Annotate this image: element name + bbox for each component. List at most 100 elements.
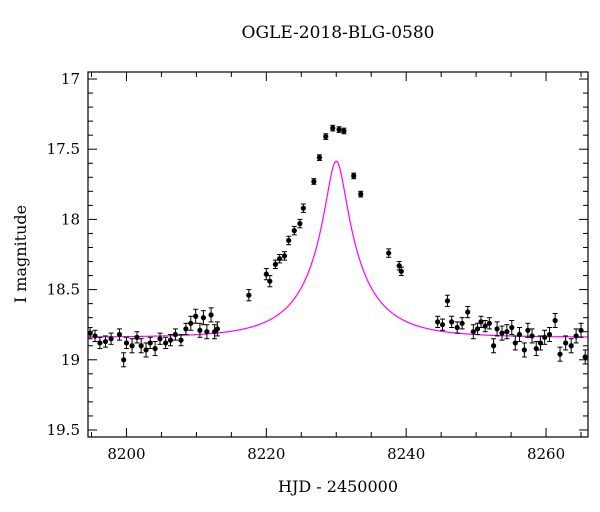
data-point bbox=[300, 205, 306, 211]
data-point bbox=[486, 320, 492, 326]
data-point bbox=[398, 268, 404, 274]
data-point bbox=[92, 333, 98, 339]
data-point bbox=[521, 347, 527, 353]
data-point bbox=[396, 263, 402, 269]
data-point bbox=[152, 345, 158, 352]
data-point bbox=[358, 191, 364, 197]
x-tick-label: 8220 bbox=[247, 445, 285, 463]
y-tick-label: 18 bbox=[61, 210, 80, 228]
data-point bbox=[138, 343, 144, 349]
data-point bbox=[121, 357, 127, 363]
y-tick-label: 17.5 bbox=[47, 140, 80, 158]
data-point bbox=[163, 340, 169, 346]
data-point bbox=[557, 351, 563, 357]
data-point bbox=[537, 340, 544, 346]
data-point bbox=[178, 337, 184, 343]
data-point bbox=[197, 327, 203, 333]
data-point bbox=[330, 125, 336, 131]
data-point bbox=[525, 327, 531, 333]
y-tick-label: 17 bbox=[61, 70, 80, 88]
data-point bbox=[214, 326, 220, 332]
data-point bbox=[490, 343, 497, 349]
data-point bbox=[482, 323, 488, 329]
data-point bbox=[582, 354, 588, 360]
data-point bbox=[281, 253, 288, 259]
data-point bbox=[459, 320, 465, 326]
data-point bbox=[573, 333, 579, 339]
data-point bbox=[465, 309, 471, 315]
data-point bbox=[474, 326, 481, 332]
data-point bbox=[267, 278, 273, 284]
x-axis-label: HJD - 2450000 bbox=[278, 477, 398, 496]
data-point bbox=[102, 338, 109, 345]
x-tick-label: 8200 bbox=[107, 445, 145, 463]
axis-ticks bbox=[88, 72, 588, 437]
y-tick-label: 19.5 bbox=[47, 421, 80, 439]
data-point bbox=[316, 155, 323, 161]
data-point bbox=[193, 313, 199, 319]
data-point bbox=[386, 250, 392, 256]
data-point bbox=[533, 345, 539, 352]
data-point bbox=[183, 326, 189, 332]
chart-title: OGLE-2018-BLG-0580 bbox=[242, 23, 435, 43]
data-point bbox=[504, 329, 510, 335]
data-point bbox=[454, 324, 460, 331]
data-point bbox=[272, 261, 279, 267]
data-point bbox=[311, 178, 317, 185]
data-point bbox=[509, 324, 515, 331]
data-point bbox=[123, 340, 130, 346]
data-point bbox=[204, 329, 210, 335]
data-point bbox=[129, 343, 135, 349]
data-point bbox=[143, 347, 149, 353]
data-point bbox=[516, 331, 523, 338]
data-point bbox=[263, 271, 269, 277]
data-point bbox=[478, 319, 484, 325]
data-point bbox=[444, 298, 451, 304]
y-axis-label: I magnitude bbox=[11, 205, 30, 303]
data-point bbox=[246, 292, 252, 298]
data-point bbox=[200, 315, 206, 321]
data-point bbox=[494, 326, 500, 332]
data-point bbox=[108, 336, 114, 342]
data-point bbox=[542, 334, 548, 340]
data-point bbox=[297, 221, 303, 227]
data-point bbox=[512, 340, 518, 346]
data-point bbox=[97, 340, 103, 346]
data-point bbox=[529, 333, 535, 339]
data-point bbox=[147, 340, 153, 346]
x-tick-label: 8240 bbox=[387, 445, 425, 463]
data-point bbox=[568, 343, 574, 349]
data-point bbox=[286, 237, 292, 244]
data-point bbox=[552, 317, 558, 324]
data-point bbox=[563, 340, 569, 346]
model-curve bbox=[87, 160, 589, 338]
data-point bbox=[323, 133, 329, 140]
data-point bbox=[291, 228, 297, 234]
data-point bbox=[172, 331, 179, 338]
data-point bbox=[188, 320, 194, 326]
x-tick-label: 8260 bbox=[527, 445, 565, 463]
data-point bbox=[157, 336, 163, 342]
data-point bbox=[167, 337, 174, 343]
data-point bbox=[546, 331, 553, 338]
data-point bbox=[116, 331, 123, 338]
data-point bbox=[134, 334, 140, 340]
data-point bbox=[351, 173, 357, 179]
data-point bbox=[439, 322, 446, 328]
data-point bbox=[449, 319, 455, 325]
data-points-layer bbox=[87, 125, 588, 363]
x-tick-labels: 8200 8220 8240 8260 bbox=[107, 445, 565, 463]
y-tick-labels: 17 17.5 18 18.5 19 19.5 bbox=[47, 70, 80, 439]
model-curve-layer bbox=[87, 160, 589, 338]
data-point bbox=[336, 126, 342, 133]
data-point bbox=[208, 312, 214, 318]
data-point bbox=[435, 319, 441, 325]
data-point bbox=[470, 329, 476, 335]
data-point bbox=[277, 256, 283, 262]
plot-frame bbox=[87, 71, 589, 438]
y-tick-label: 18.5 bbox=[47, 281, 80, 299]
data-point bbox=[341, 128, 347, 134]
data-point bbox=[499, 330, 505, 336]
y-tick-label: 19 bbox=[61, 351, 80, 369]
